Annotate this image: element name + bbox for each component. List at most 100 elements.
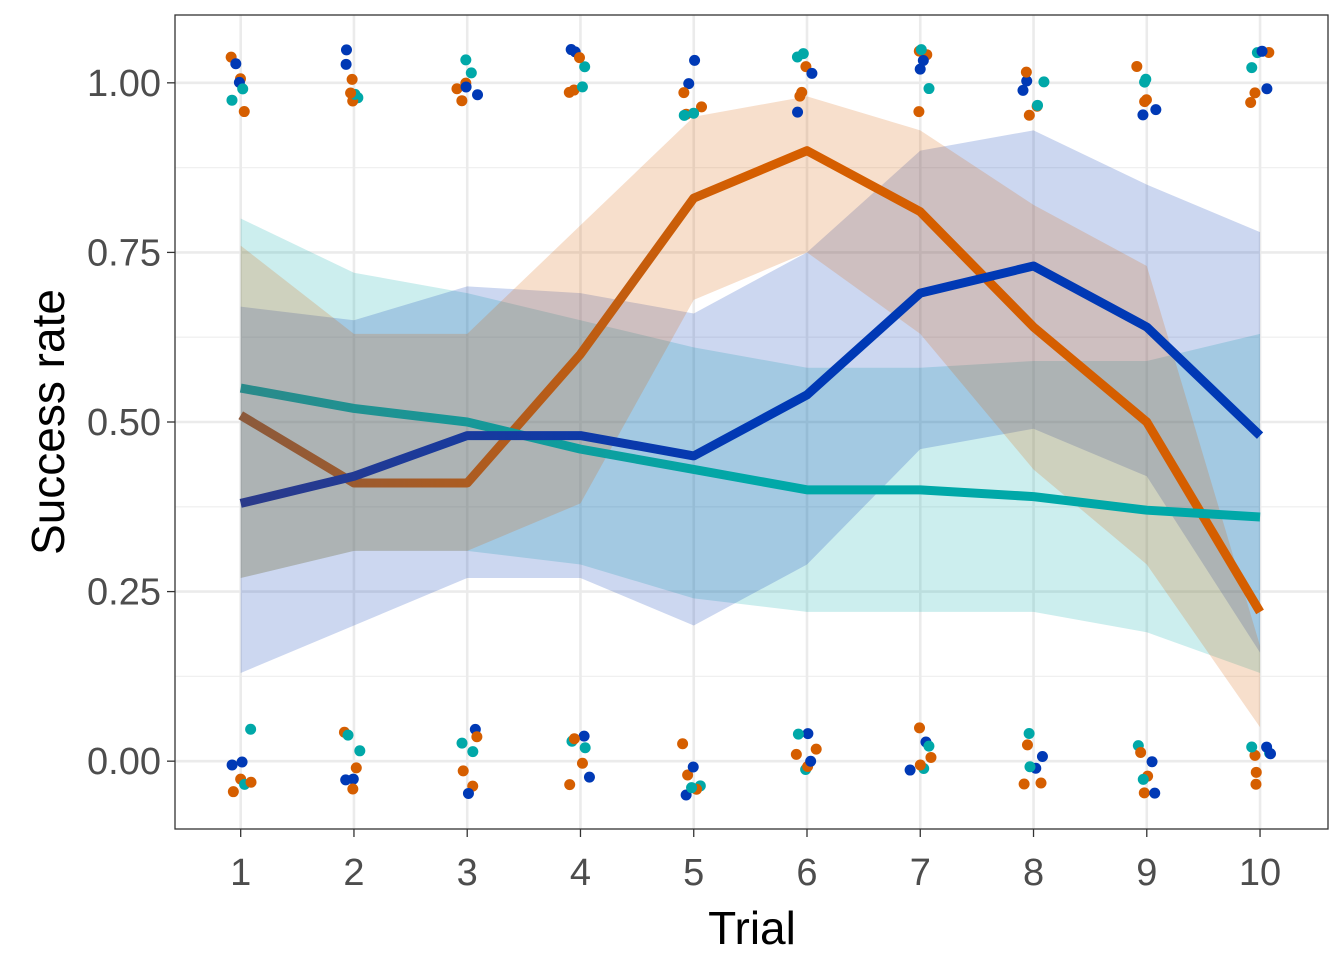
data-point	[340, 774, 352, 786]
data-point	[576, 81, 588, 93]
data-point	[925, 751, 937, 763]
data-point	[791, 51, 803, 63]
x-tick-label: 6	[796, 852, 817, 894]
confidence-bands	[240, 96, 1261, 728]
data-point	[678, 109, 690, 121]
data-point	[1246, 62, 1258, 74]
data-point	[1017, 84, 1029, 96]
x-tick-label: 8	[1023, 852, 1044, 894]
x-tick-label: 4	[570, 852, 591, 894]
data-point	[579, 742, 591, 754]
data-point	[792, 728, 804, 740]
data-point	[565, 44, 577, 56]
confidence-band	[240, 130, 1261, 673]
data-point	[917, 54, 929, 66]
data-point	[1038, 76, 1050, 88]
data-point	[1021, 75, 1033, 87]
data-point	[564, 779, 576, 791]
data-point	[342, 729, 354, 741]
data-point	[923, 740, 935, 752]
data-point	[923, 83, 935, 95]
x-axis-title: Trial	[708, 902, 796, 954]
data-point	[1036, 751, 1048, 763]
data-point	[805, 755, 817, 767]
data-point	[1261, 83, 1273, 95]
data-point	[1146, 756, 1158, 768]
data-point	[1250, 778, 1262, 790]
y-tick-label: 0.00	[87, 741, 161, 783]
data-point	[1024, 761, 1036, 773]
data-point	[230, 58, 242, 70]
data-point	[696, 101, 708, 113]
data-point	[1138, 787, 1150, 799]
data-point	[678, 87, 690, 99]
data-point	[1249, 87, 1261, 99]
data-point	[790, 748, 802, 760]
series-line	[238, 146, 1264, 615]
data-point	[1249, 749, 1261, 761]
data-point	[583, 771, 595, 783]
data-point	[1265, 748, 1277, 760]
data-point	[1140, 73, 1152, 85]
data-point	[1020, 66, 1032, 78]
y-tick-label: 0.50	[87, 402, 161, 444]
data-point	[238, 106, 250, 118]
data-point	[687, 761, 699, 773]
data-point	[462, 787, 474, 799]
data-point	[806, 67, 818, 79]
y-tick-label: 0.25	[87, 572, 161, 614]
data-point	[914, 759, 926, 771]
y-tick-label: 1.00	[87, 63, 161, 105]
x-tick-label: 10	[1239, 852, 1281, 894]
y-axis-title: Success rate	[22, 289, 74, 555]
series-line	[239, 261, 1264, 508]
grid-lines	[175, 15, 1328, 829]
data-point	[227, 786, 239, 798]
series-line	[239, 383, 1261, 522]
data-point	[340, 58, 352, 70]
confidence-band	[240, 96, 1261, 728]
data-point	[340, 44, 352, 56]
data-point	[354, 745, 366, 757]
x-tick-label: 2	[343, 852, 364, 894]
data-point	[689, 54, 701, 66]
data-point	[1135, 746, 1147, 758]
data-point	[345, 87, 357, 99]
y-axis: 0.00 0.25 0.50 0.75 1.00	[87, 63, 175, 783]
data-point	[578, 730, 590, 742]
data-point	[471, 731, 483, 743]
x-tick-label: 9	[1136, 852, 1157, 894]
data-point	[1021, 739, 1033, 751]
data-point	[810, 743, 822, 755]
x-tick-label: 1	[230, 852, 251, 894]
data-point	[245, 776, 257, 788]
data-point	[677, 738, 689, 750]
data-point	[914, 63, 926, 75]
data-point	[802, 728, 814, 740]
data-point	[226, 759, 238, 771]
data-point	[792, 106, 804, 118]
data-point	[1023, 728, 1035, 740]
data-point	[688, 107, 700, 119]
data-point	[1250, 766, 1262, 778]
data-point	[686, 782, 698, 794]
data-point	[1246, 741, 1258, 753]
x-tick-label: 7	[910, 852, 931, 894]
data-point	[236, 756, 248, 768]
data-point	[1256, 45, 1268, 57]
data-point	[1023, 109, 1035, 121]
data-point	[794, 90, 806, 102]
data-point	[456, 737, 468, 749]
data-point	[1018, 778, 1030, 790]
data-point	[904, 764, 916, 776]
data-point	[1139, 96, 1151, 108]
y-tick-label: 0.75	[87, 232, 161, 274]
data-point	[1131, 60, 1143, 72]
data-point	[460, 54, 472, 66]
data-point	[915, 44, 927, 56]
data-point	[568, 733, 580, 745]
series-lines	[238, 146, 1264, 615]
data-point	[245, 723, 257, 735]
